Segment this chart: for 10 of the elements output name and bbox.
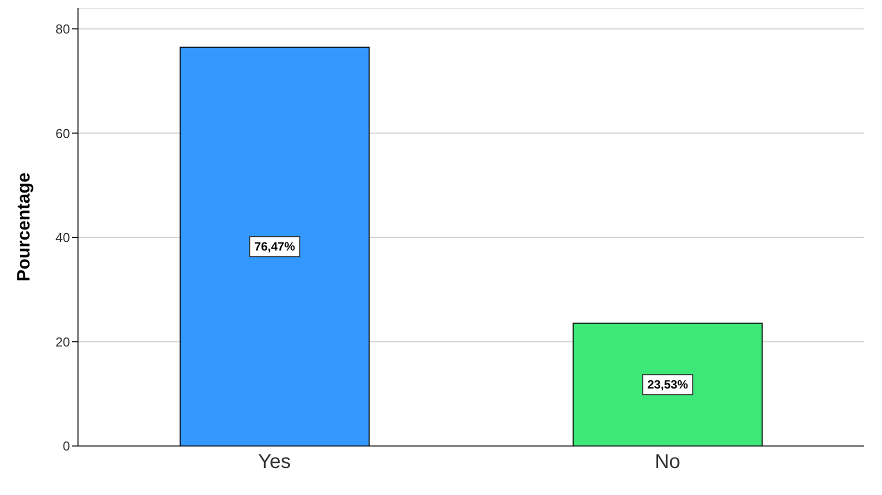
y-tick-label: 0 [62, 438, 70, 454]
y-tick-label: 60 [56, 126, 70, 141]
y-tick-label: 80 [56, 21, 70, 36]
data-label: 76,47% [254, 240, 296, 254]
y-axis-title: Pourcentage [13, 172, 34, 282]
data-label: 23,53% [647, 378, 688, 392]
x-tick-label: Yes [258, 451, 291, 474]
y-tick-label: 20 [56, 334, 70, 350]
x-tick-label: No [654, 451, 680, 474]
y-tick-label: 40 [56, 230, 70, 246]
